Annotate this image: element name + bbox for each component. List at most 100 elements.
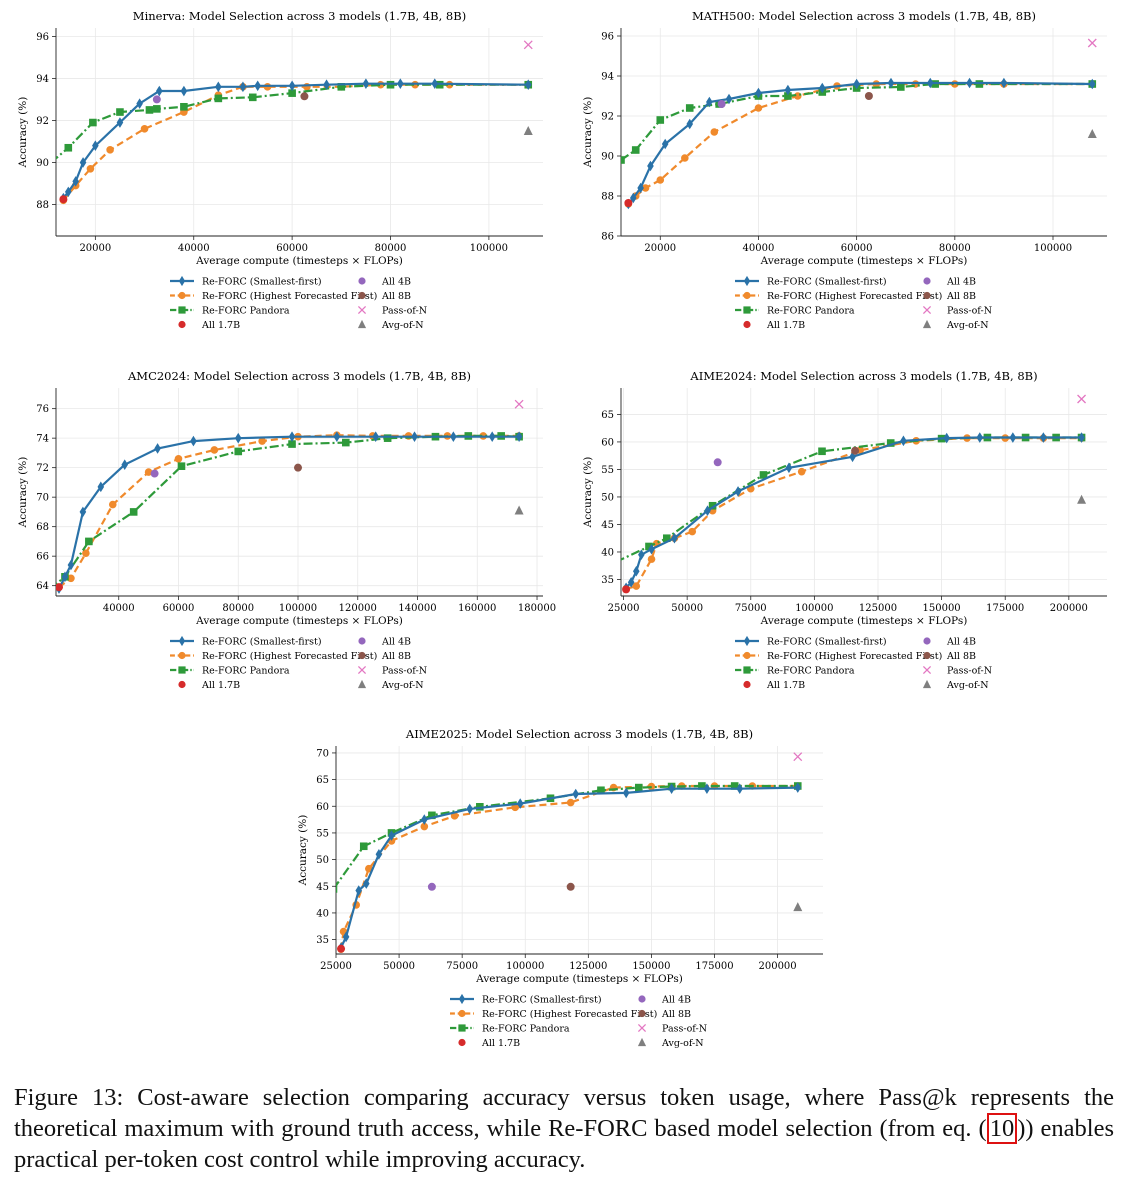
data-point-smallest-first — [1040, 432, 1047, 443]
legend-item-smallest-first: Re-FORC (Smallest-first) — [170, 276, 322, 288]
data-point-smallest-first — [786, 462, 793, 473]
legend: Re-FORC (Smallest-first) Re-FORC (Highest… — [450, 994, 707, 1049]
legend-label: All 8B — [661, 1009, 691, 1020]
data-point-pandora — [384, 434, 392, 442]
legend-marker-avg-of-n — [358, 320, 366, 328]
legend-marker-avg-of-n — [923, 320, 931, 328]
data-point-pandora — [85, 538, 93, 546]
legend-label: Re-FORC Pandora — [767, 306, 855, 317]
legend-item-smallest-first: Re-FORC (Smallest-first) — [170, 636, 322, 648]
point-all-8b — [294, 464, 302, 472]
x-axis-label: Average compute (timesteps × FLOPs) — [475, 973, 683, 985]
legend-item-pandora: Re-FORC Pandora — [170, 306, 290, 317]
data-point-pandora — [686, 104, 694, 112]
x-tick-label: 25000 — [608, 603, 640, 614]
legend-marker-pass-of-n — [358, 666, 365, 673]
legend-label: All 1.7B — [201, 680, 240, 691]
x-axis-label: Average compute (timesteps × FLOPs) — [760, 615, 968, 627]
x-tick-label: 80000 — [939, 243, 971, 254]
x-tick-label: 50000 — [671, 603, 703, 614]
x-tick-label: 175000 — [695, 961, 733, 972]
data-point-pandora — [178, 462, 186, 470]
legend-item-pass-of-n: Pass-of-N — [923, 666, 992, 677]
x-tick-label: 120000 — [339, 603, 377, 614]
point-avg-of-n — [1077, 495, 1086, 504]
figure-caption: Figure 13: Cost-aware selection comparin… — [14, 1082, 1114, 1175]
legend-item-avg-of-n: Avg-of-N — [358, 680, 424, 691]
legend-label: Re-FORC (Smallest-first) — [202, 277, 322, 288]
legend-label: Re-FORC (Smallest-first) — [202, 637, 322, 648]
data-point-pandora — [656, 116, 664, 124]
data-point-smallest-first — [397, 78, 404, 89]
data-point-pandora — [818, 447, 826, 455]
legend-item-all-4b: All 4B — [358, 277, 411, 288]
legend-label: All 4B — [946, 637, 976, 648]
point-all-1-7b — [337, 945, 345, 953]
legend: Re-FORC (Smallest-first) Re-FORC (Highest… — [735, 636, 992, 691]
legend-marker-highest-forecasted — [458, 1010, 465, 1017]
x-tick-label: 125000 — [569, 961, 607, 972]
legend: Re-FORC (Smallest-first) Re-FORC (Highest… — [170, 276, 427, 331]
series-line-pandora — [616, 438, 1082, 562]
y-tick-label: 90 — [36, 158, 49, 169]
x-tick-label: 175000 — [986, 603, 1024, 614]
chart-title: AIME2024: Model Selection across 3 model… — [689, 369, 1037, 383]
point-pass-of-n — [515, 400, 523, 408]
data-point-pandora — [342, 439, 350, 447]
y-tick-label: 68 — [36, 522, 49, 533]
legend-item-all-4b: All 4B — [923, 277, 976, 288]
legend-marker-pass-of-n — [638, 1024, 645, 1031]
legend-marker-all-4b — [358, 637, 365, 644]
data-point-highest-forecasted — [755, 104, 763, 112]
data-point-pandora — [116, 108, 124, 116]
x-tick-label: 40000 — [178, 243, 210, 254]
legend-marker-highest-forecasted — [178, 652, 185, 659]
plot-area — [330, 753, 803, 953]
legend-marker-smallest-first — [459, 994, 465, 1004]
legend-item-all-1-7b: All 1.7B — [743, 680, 805, 691]
legend-marker-all-4b — [358, 277, 365, 284]
data-point-smallest-first — [572, 789, 579, 800]
data-point-smallest-first — [121, 459, 128, 470]
legend-label: Avg-of-N — [381, 320, 424, 331]
legend-label: Pass-of-N — [382, 306, 427, 317]
y-axis-label: Accuracy (%) — [582, 97, 594, 169]
data-point-highest-forecasted — [656, 176, 664, 184]
legend-label: All 1.7B — [481, 1038, 520, 1049]
grid — [56, 388, 543, 596]
data-point-highest-forecasted — [106, 146, 114, 154]
legend: Re-FORC (Smallest-first) Re-FORC (Highest… — [170, 636, 427, 691]
y-axis-label: Accuracy (%) — [17, 97, 29, 169]
point-all-4b — [714, 458, 722, 466]
legend-label: Re-FORC (Highest Forecasted First) — [202, 651, 377, 662]
data-point-highest-forecasted — [87, 165, 95, 173]
point-all-4b — [428, 883, 436, 891]
legend-marker-all-8b — [358, 652, 365, 659]
data-point-smallest-first — [254, 80, 261, 91]
legend-marker-smallest-first — [179, 636, 185, 646]
data-point-smallest-first — [363, 78, 370, 89]
point-avg-of-n — [515, 505, 524, 514]
data-point-smallest-first — [900, 436, 907, 447]
data-point-smallest-first — [1010, 432, 1017, 443]
legend-item-all-4b: All 4B — [923, 637, 976, 648]
legend-item-avg-of-n: Avg-of-N — [923, 320, 989, 331]
y-tick-label: 60 — [316, 802, 329, 813]
plot-area — [47, 41, 532, 204]
legend-label: All 1.7B — [766, 320, 805, 331]
point-all-1-7b — [624, 199, 632, 207]
y-tick-label: 92 — [601, 112, 614, 123]
legend-item-pandora: Re-FORC Pandora — [735, 666, 855, 677]
equation-reference-link[interactable]: 10 — [987, 1113, 1018, 1144]
legend-label: All 4B — [381, 637, 411, 648]
legend-marker-all-8b — [923, 652, 930, 659]
point-all-4b — [151, 470, 159, 478]
x-tick-label: 20000 — [79, 243, 111, 254]
legend-label: Pass-of-N — [382, 666, 427, 677]
legend-label: Re-FORC Pandora — [482, 1024, 570, 1035]
legend-marker-all-1-7b — [458, 1039, 465, 1046]
series-line-smallest-first — [63, 84, 528, 199]
y-tick-label: 70 — [36, 493, 49, 504]
y-tick-label: 65 — [316, 775, 329, 786]
legend-item-pass-of-n: Pass-of-N — [923, 306, 992, 317]
